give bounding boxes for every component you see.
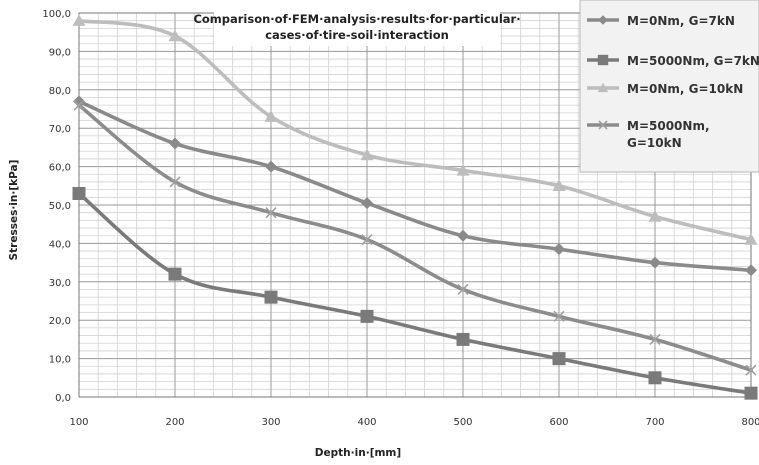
series-layer <box>72 14 758 400</box>
series-group <box>72 186 758 400</box>
triangle-marker <box>552 179 566 191</box>
x-tick-label: 600 <box>549 417 568 428</box>
diamond-marker <box>73 95 85 108</box>
x-tick-label: 400 <box>357 417 376 428</box>
x-marker <box>169 176 181 188</box>
square-marker <box>456 332 470 346</box>
series-line <box>77 18 753 242</box>
legend-label: M=0Nm, G=10kN <box>627 82 743 96</box>
triangle-marker <box>264 110 278 122</box>
y-axis-title: Stresses·in·[kPa] <box>8 160 20 261</box>
chart-title-line-2: cases·of·tire-soil·interaction <box>265 28 449 42</box>
diamond-marker <box>169 137 181 150</box>
triangle-marker <box>744 233 758 245</box>
square-marker <box>72 186 86 200</box>
triangle-marker <box>72 14 86 26</box>
x-tick-label: 700 <box>645 417 664 428</box>
triangle-marker <box>360 148 374 161</box>
y-tick-label: 10,0 <box>49 355 71 366</box>
triangle-marker <box>597 82 609 93</box>
x-marker <box>745 364 757 376</box>
x-marker <box>649 333 661 345</box>
square-marker <box>744 386 758 400</box>
x-marker <box>361 233 373 246</box>
triangle-marker <box>456 163 470 176</box>
x-tick-label: 300 <box>261 417 280 428</box>
legend-label: M=0Nm, G=7kN <box>627 14 735 28</box>
chart-title-line-1: Comparison·of·FEM·analysis·results·for·p… <box>193 12 520 26</box>
square-marker <box>648 371 662 385</box>
square-marker <box>168 267 182 281</box>
triangle-marker <box>168 29 182 42</box>
y-tick-label: 0,0 <box>55 393 71 404</box>
y-axis-ticks: 0,0 10,0 20,0 30,0 40,0 50,0 60,0 70,0 80,0 90,0 1… <box>42 9 71 404</box>
square-marker <box>360 309 374 323</box>
y-tick-label: 70,0 <box>49 124 71 135</box>
y-tick-label: 90,0 <box>49 47 71 58</box>
triangle-marker <box>648 210 662 222</box>
y-tick-label: 20,0 <box>49 316 71 327</box>
diamond-marker <box>361 197 373 210</box>
x-tick-label: 100 <box>69 417 88 428</box>
square-marker <box>597 54 609 66</box>
x-axis-title: Depth·in·[mm] <box>315 447 401 459</box>
diamond-marker <box>265 160 277 173</box>
series-line <box>77 99 753 273</box>
x-axis-ticks: 100 200 300 400 500 600 700 800 <box>69 417 759 428</box>
series-group <box>73 99 757 376</box>
series-group <box>72 14 758 245</box>
title-box <box>214 8 500 46</box>
y-tick-label: 50,0 <box>49 201 71 212</box>
legend-label: G=10kN <box>627 136 682 150</box>
legend-label: M=5000Nm, G=7kN <box>627 54 759 68</box>
diamond-marker <box>598 15 608 25</box>
x-marker <box>73 99 85 111</box>
x-marker <box>265 207 277 219</box>
x-tick-label: 800 <box>741 417 759 428</box>
legend-label: M=5000Nm, <box>627 119 710 133</box>
x-tick-label: 500 <box>453 417 472 428</box>
square-marker <box>552 352 566 366</box>
x-tick-label: 200 <box>165 417 184 428</box>
y-tick-label: 40,0 <box>49 239 71 250</box>
diamond-marker <box>745 264 757 277</box>
square-marker <box>264 290 278 304</box>
x-marker <box>457 283 469 296</box>
y-tick-label: 60,0 <box>49 163 71 174</box>
y-tick-label: 80,0 <box>49 86 71 97</box>
x-marker <box>553 310 565 322</box>
diamond-marker <box>457 229 469 242</box>
x-marker <box>598 120 608 130</box>
legend: M=0Nm, G=7kN M=5000Nm, G=7kN M=0Nm, G=10kN… <box>579 0 759 173</box>
legend-box <box>579 0 759 173</box>
y-tick-label: 30,0 <box>49 278 71 289</box>
diamond-marker <box>649 256 661 269</box>
y-tick-label: 100,0 <box>42 9 71 20</box>
series-group <box>73 95 757 277</box>
diamond-marker <box>553 243 565 256</box>
